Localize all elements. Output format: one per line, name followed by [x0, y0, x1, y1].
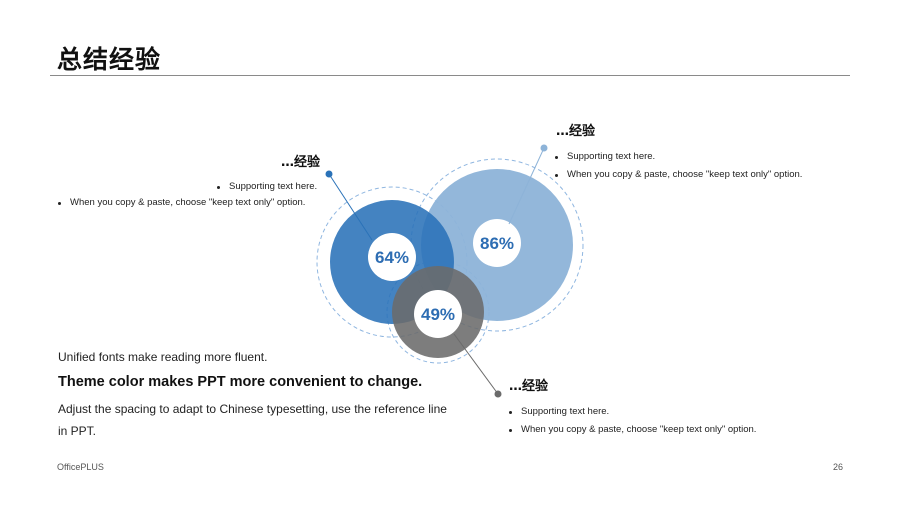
note-line-1: Unified fonts make reading more fluent. — [58, 350, 268, 364]
pct-label-49: 49% — [421, 305, 455, 324]
bullet-list-left: Supporting text here. — [217, 178, 317, 196]
label-disc-86 — [473, 219, 521, 267]
list-item: When you copy & paste, choose "keep text… — [58, 194, 305, 212]
list-item: Supporting text here. — [509, 403, 756, 421]
leader-dot-64 — [325, 170, 333, 178]
note-line-2: Theme color makes PPT more convenient to… — [58, 374, 423, 390]
list-item: When you copy & paste, choose "keep text… — [509, 421, 756, 439]
list-item: Supporting text here. — [217, 178, 317, 196]
list-item: Supporting text here. — [555, 148, 802, 166]
leader-dot-49 — [494, 390, 502, 398]
list-item: When you copy & paste, choose "keep text… — [555, 166, 802, 184]
block-title-left: …经验 — [281, 155, 321, 170]
page-title: 总结经验 — [57, 45, 162, 74]
bullet-list-right-bottom: Supporting text here. When you copy & pa… — [509, 403, 756, 439]
page-number: 26 — [833, 462, 844, 472]
title-divider — [50, 75, 850, 76]
note-line-3: Adjust the spacing to adapt to Chinese t… — [58, 402, 447, 438]
leader-line-86 — [508, 147, 545, 225]
block-title-right-top: …经验 — [556, 124, 596, 139]
label-disc-49 — [414, 290, 462, 338]
bullet-list-right-top: Supporting text here. When you copy & pa… — [555, 148, 802, 184]
block-title-right-bottom: …经验 — [509, 379, 549, 394]
pct-label-64: 64% — [375, 248, 409, 267]
label-disc-64 — [368, 233, 416, 281]
leader-dot-86 — [540, 144, 548, 152]
bullet-list-left-2: When you copy & paste, choose "keep text… — [58, 194, 305, 212]
leader-line-49 — [453, 333, 499, 395]
pct-label-86: 86% — [480, 234, 514, 253]
leader-line-64 — [328, 173, 373, 241]
footer-brand: OfficePLUS — [57, 462, 104, 472]
